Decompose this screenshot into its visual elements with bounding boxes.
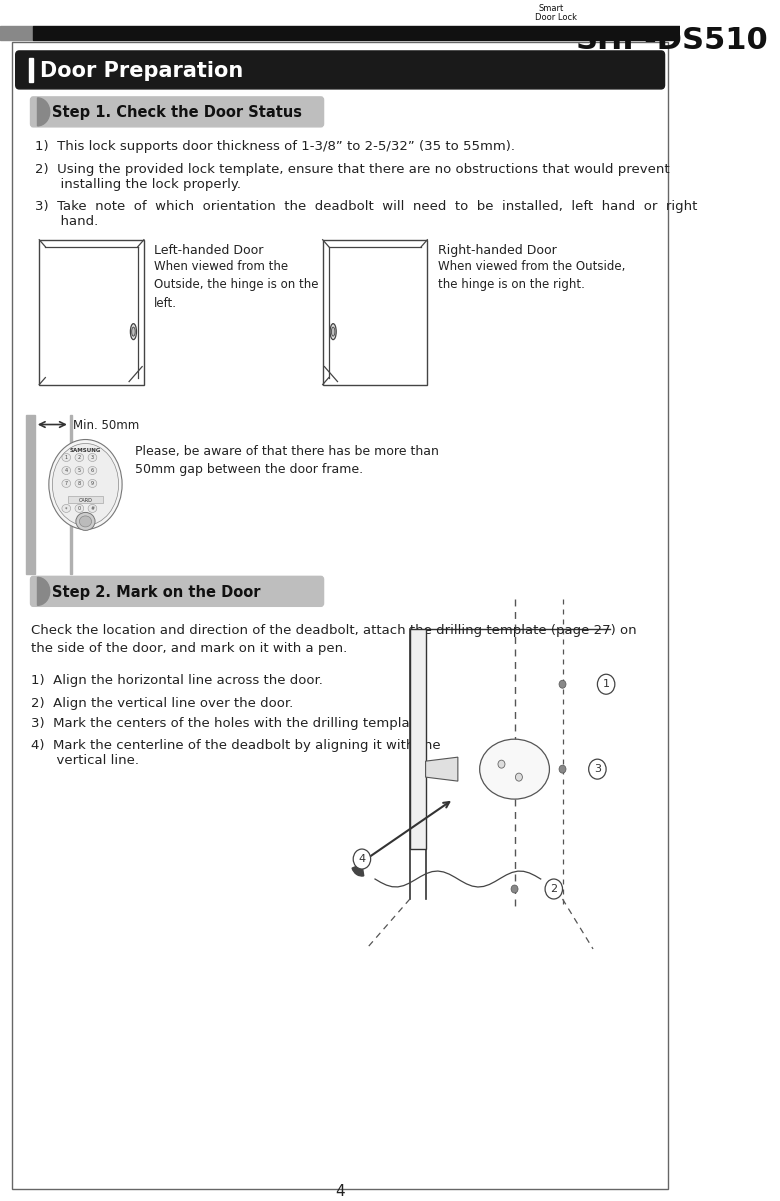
- Ellipse shape: [75, 466, 83, 474]
- Bar: [0, 26, 33, 40]
- Text: Door Lock: Door Lock: [534, 13, 576, 22]
- Bar: [68, 496, 103, 503]
- Wedge shape: [352, 864, 363, 876]
- Circle shape: [353, 849, 370, 870]
- Ellipse shape: [88, 454, 97, 461]
- Ellipse shape: [76, 513, 95, 531]
- Polygon shape: [426, 757, 458, 781]
- Ellipse shape: [330, 323, 336, 340]
- Bar: [27, 414, 35, 574]
- FancyBboxPatch shape: [30, 576, 324, 607]
- Bar: [33, 26, 680, 40]
- Text: 1)  This lock supports door thickness of 1-3/8” to 2-5/32” (35 to 55mm).: 1) This lock supports door thickness of …: [35, 139, 515, 153]
- Ellipse shape: [332, 327, 335, 336]
- Text: 9: 9: [91, 482, 94, 486]
- Text: 2: 2: [550, 884, 558, 894]
- Text: Please, be aware of that there has be more than
50mm gap between the door frame.: Please, be aware of that there has be mo…: [135, 444, 439, 476]
- Ellipse shape: [132, 327, 135, 336]
- Bar: [39, 240, 144, 384]
- Circle shape: [511, 885, 518, 894]
- Text: Step 2. Mark on the Door: Step 2. Mark on the Door: [52, 585, 261, 599]
- Wedge shape: [37, 98, 50, 126]
- Text: vertical line.: vertical line.: [30, 754, 139, 767]
- Text: 6: 6: [91, 468, 94, 473]
- Text: Door Preparation: Door Preparation: [40, 61, 243, 80]
- Bar: [0, 0, 680, 28]
- Bar: [29, 58, 33, 82]
- Text: When viewed from the Outside,
the hinge is on the right.: When viewed from the Outside, the hinge …: [438, 259, 626, 291]
- FancyBboxPatch shape: [30, 97, 324, 127]
- Text: 8: 8: [78, 482, 81, 486]
- Text: SAMSUNG: SAMSUNG: [69, 448, 101, 453]
- Ellipse shape: [130, 323, 136, 340]
- Text: 1: 1: [603, 680, 610, 689]
- Circle shape: [589, 759, 606, 779]
- Text: 4: 4: [358, 854, 366, 864]
- Text: the side of the door, and mark on it with a pen.: the side of the door, and mark on it wit…: [30, 643, 347, 656]
- Text: Min. 50mm: Min. 50mm: [73, 419, 140, 432]
- Ellipse shape: [80, 516, 91, 527]
- Ellipse shape: [62, 479, 71, 488]
- Text: 1: 1: [65, 455, 68, 460]
- Text: Check the location and direction of the deadbolt, attach the drilling template (: Check the location and direction of the …: [30, 625, 636, 638]
- Text: 5: 5: [78, 468, 81, 473]
- Text: When viewed from the
Outside, the hinge is on the
left.: When viewed from the Outside, the hinge …: [154, 259, 319, 310]
- Text: 1)  Align the horizontal line across the door.: 1) Align the horizontal line across the …: [30, 674, 322, 687]
- Ellipse shape: [88, 466, 97, 474]
- Circle shape: [545, 879, 562, 900]
- Text: CARD: CARD: [79, 498, 92, 503]
- Ellipse shape: [49, 440, 122, 530]
- Ellipse shape: [62, 454, 71, 461]
- Circle shape: [559, 765, 566, 773]
- Ellipse shape: [62, 504, 71, 513]
- Text: Left-handed Door: Left-handed Door: [154, 244, 264, 257]
- Ellipse shape: [480, 739, 549, 799]
- Text: 7: 7: [65, 482, 68, 486]
- FancyBboxPatch shape: [16, 50, 665, 89]
- Text: Smart: Smart: [539, 4, 564, 13]
- Ellipse shape: [75, 454, 83, 461]
- Circle shape: [559, 680, 566, 688]
- Text: 4)  Mark the centerline of the deadbolt by aligning it with the: 4) Mark the centerline of the deadbolt b…: [30, 739, 440, 752]
- Ellipse shape: [75, 479, 83, 488]
- Text: #: #: [90, 507, 94, 512]
- Text: Step 1. Check the Door Status: Step 1. Check the Door Status: [52, 106, 303, 120]
- Ellipse shape: [75, 504, 83, 513]
- Wedge shape: [37, 578, 50, 605]
- Text: 4: 4: [335, 1184, 345, 1199]
- Text: 2)  Align the vertical line over the door.: 2) Align the vertical line over the door…: [30, 698, 293, 710]
- Text: 2: 2: [78, 455, 81, 460]
- Text: 3: 3: [594, 764, 601, 775]
- Bar: [410, 629, 426, 849]
- Text: 3: 3: [91, 455, 94, 460]
- Text: *: *: [65, 507, 68, 512]
- Circle shape: [516, 773, 523, 781]
- Text: SHP-DS510: SHP-DS510: [576, 26, 768, 55]
- Ellipse shape: [88, 504, 97, 513]
- Text: 3)  Mark the centers of the holes with the drilling template.: 3) Mark the centers of the holes with th…: [30, 717, 427, 730]
- Text: Right-handed Door: Right-handed Door: [438, 244, 557, 257]
- Circle shape: [498, 760, 505, 769]
- Circle shape: [597, 674, 615, 694]
- Ellipse shape: [52, 443, 119, 525]
- Text: installing the lock properly.: installing the lock properly.: [35, 178, 241, 191]
- Text: 2)  Using the provided lock template, ensure that there are no obstructions that: 2) Using the provided lock template, ens…: [35, 163, 669, 175]
- Text: 4: 4: [65, 468, 68, 473]
- Bar: [323, 240, 427, 384]
- Text: 3)  Take  note  of  which  orientation  the  deadbolt  will  need  to  be  insta: 3) Take note of which orientation the de…: [35, 199, 697, 213]
- Ellipse shape: [88, 479, 97, 488]
- Text: hand.: hand.: [35, 215, 98, 228]
- Ellipse shape: [62, 466, 71, 474]
- Text: 0: 0: [78, 507, 81, 512]
- Bar: [69, 414, 72, 574]
